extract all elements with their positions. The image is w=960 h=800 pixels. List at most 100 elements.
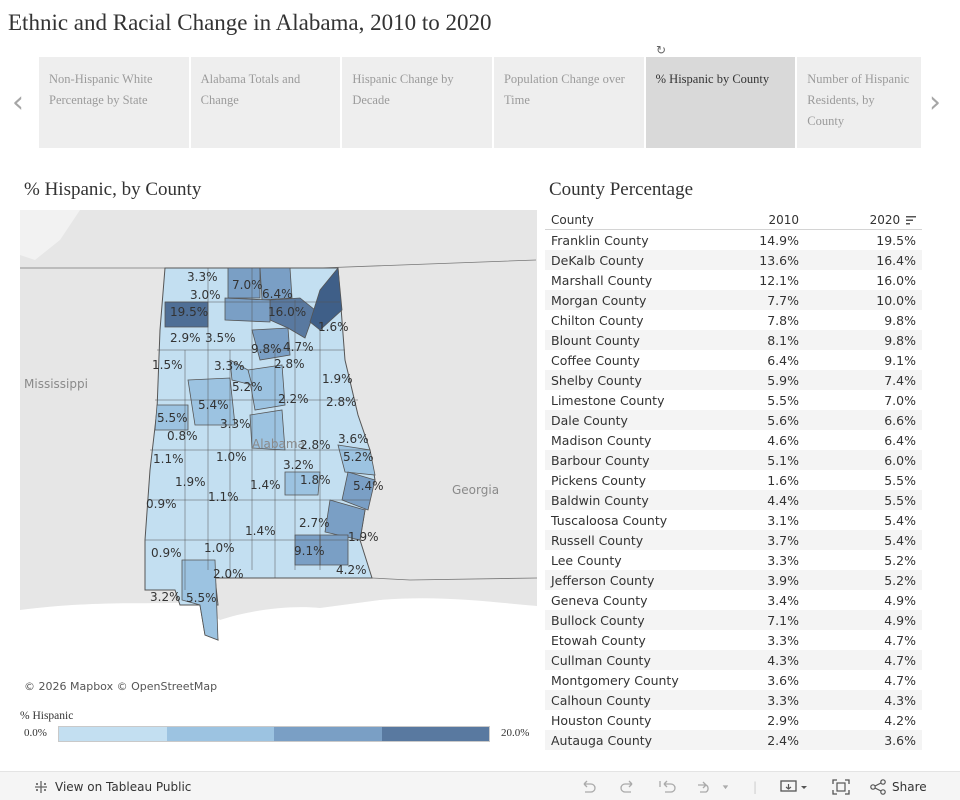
cell-2010: 13.6% (759, 252, 799, 268)
fullscreen-button[interactable] (832, 772, 850, 800)
story-point-hispanic-residents[interactable]: Number of Hispanic Residents, by County (797, 57, 921, 148)
table-row[interactable]: Coffee County 6.4% 9.1% (545, 350, 922, 370)
story-point-alabama-totals[interactable]: Alabama Totals and Change (190, 57, 341, 148)
table-row[interactable]: Morgan County 7.7% 10.0% (545, 290, 922, 310)
redo-button[interactable] (620, 772, 636, 800)
county-bullock[interactable] (284, 471, 321, 496)
county-lee[interactable] (337, 444, 376, 476)
county-value-label: 1.0% (216, 450, 247, 464)
cell-2020: 4.3% (884, 692, 916, 708)
cell-county: Coffee County (551, 352, 640, 368)
table-row[interactable]: Tuscaloosa County 3.1% 5.4% (545, 510, 922, 530)
county-dekalb[interactable] (309, 266, 343, 331)
county-value-label: 0.9% (146, 497, 177, 511)
download-icon (780, 779, 807, 792)
cell-2020: 4.7% (884, 632, 916, 648)
county-value-label: 2.9% (170, 331, 201, 345)
story-point-population-change[interactable]: Population Change over Time (493, 57, 644, 148)
cell-2010: 3.3% (767, 552, 799, 568)
county-morgan[interactable] (224, 297, 271, 323)
view-on-tableau-link[interactable]: View on Tableau Public (34, 772, 191, 800)
county-value-label: 1.4% (250, 478, 281, 492)
county-value-label: 19.5% (170, 305, 208, 319)
cell-county: Shelby County (551, 372, 642, 388)
table-row[interactable]: Chilton County 7.8% 9.8% (545, 310, 922, 330)
cell-2010: 3.7% (767, 532, 799, 548)
county-baldwin[interactable] (181, 559, 219, 641)
map-svg[interactable]: Mississippi Georgia Alabama 3.3% 7.0%6.4%… (20, 210, 537, 696)
table-row[interactable]: Houston County 2.9% 4.2% (545, 710, 922, 730)
table-row[interactable]: Pickens County 1.6% 5.5% (545, 470, 922, 490)
table-row[interactable]: Shelby County 5.9% 7.4% (545, 370, 922, 390)
cell-2020: 5.2% (884, 552, 916, 568)
county-map[interactable]: Mississippi Georgia Alabama 3.3% 7.0% 6.4%… (20, 210, 537, 696)
state-label-georgia: Georgia (452, 483, 499, 497)
county-value-label: 16.0% (268, 305, 306, 319)
table-row[interactable]: Autauga County 2.4% 3.6% (545, 730, 922, 750)
download-button[interactable] (780, 772, 810, 800)
table-row[interactable]: Jefferson County 3.9% 5.2% (545, 570, 922, 590)
tableau-toolbar: View on Tableau Public | Share (0, 771, 960, 800)
table-row[interactable]: DeKalb County 13.6% 16.4% (545, 250, 922, 270)
undo-button[interactable] (580, 772, 596, 800)
table-row[interactable]: Dale County 5.6% 6.6% (545, 410, 922, 430)
cell-county: Jefferson County (551, 572, 655, 588)
table-row[interactable]: Franklin County 14.9% 19.5% (545, 230, 922, 250)
county-tuscaloosa[interactable] (187, 377, 236, 426)
table-row[interactable]: Russell County 3.7% 5.4% (545, 530, 922, 550)
next-story-point-button[interactable]: › (929, 85, 941, 120)
story-point-white-percentage[interactable]: Non-Hispanic White Percentage by State (39, 57, 189, 148)
header-2010[interactable]: 2010 (768, 213, 799, 227)
table-row[interactable]: Barbour County 5.1% 6.0% (545, 450, 922, 470)
table-row[interactable]: Blount County 8.1% 9.8% (545, 330, 922, 350)
table-row[interactable]: Calhoun County 3.3% 4.3% (545, 690, 922, 710)
state-label-mississippi: Mississippi (24, 377, 88, 391)
story-point-hispanic-by-county[interactable]: % Hispanic by County (645, 57, 796, 148)
table-row[interactable]: Montgomery County 3.6% 4.7% (545, 670, 922, 690)
legend-segment (166, 727, 274, 741)
table-row[interactable]: Geneva County 3.4% 4.9% (545, 590, 922, 610)
refresh-button[interactable] (696, 772, 728, 800)
table-row[interactable]: Baldwin County 4.4% 5.5% (545, 490, 922, 510)
cell-2020: 16.0% (876, 272, 916, 288)
previous-story-point-button[interactable]: ‹ (12, 85, 24, 120)
header-2020[interactable]: 2020 (799, 213, 922, 227)
table-row[interactable]: Etowah County 3.3% 4.7% (545, 630, 922, 650)
county-shelby[interactable] (247, 364, 286, 411)
share-button[interactable]: Share (870, 772, 927, 800)
gulf-water (20, 598, 537, 696)
table-row[interactable]: Marshall County 12.1% 16.0% (545, 270, 922, 290)
cell-2010: 4.6% (767, 432, 799, 448)
county-value-labels: 3.3% 7.0%6.4% 3.0% 19.5% 16.0% 1.6% 2.9% 3.5% 9.… (146, 270, 384, 605)
map-attribution[interactable]: © 2026 Mapbox © OpenStreetMap (24, 680, 218, 693)
alabama-counties[interactable] (144, 266, 376, 641)
header-county[interactable]: County (551, 213, 594, 227)
table-row[interactable]: Lee County 3.3% 5.2% (545, 550, 922, 570)
county-madison[interactable] (259, 267, 293, 301)
cell-2020: 5.5% (884, 472, 916, 488)
cell-2020: 5.4% (884, 512, 916, 528)
southern-state-border (371, 577, 537, 581)
county-russell[interactable] (341, 471, 376, 511)
sort-descending-icon[interactable] (906, 216, 916, 225)
revert-button[interactable] (658, 772, 676, 800)
table-row[interactable]: Madison County 4.6% 6.4% (545, 430, 922, 450)
cell-2010: 5.6% (767, 412, 799, 428)
county-value-label: 7.0% (232, 278, 263, 292)
county-value-label: 3.0% (190, 288, 221, 302)
table-row[interactable]: Cullman County 4.3% 4.7% (545, 650, 922, 670)
county-value-label: 1.4% (245, 524, 276, 538)
county-value-label: 1.1% (153, 452, 184, 466)
cell-2020: 6.4% (884, 432, 916, 448)
cell-2010: 5.1% (767, 452, 799, 468)
table-row[interactable]: Limestone County 5.5% 7.0% (545, 390, 922, 410)
cell-county: Limestone County (551, 392, 665, 408)
cell-county: Tuscaloosa County (551, 512, 668, 528)
story-point-hispanic-change-decade[interactable]: Hispanic Change by Decade (342, 57, 492, 148)
dashboard-title: Ethnic and Racial Change in Alabama, 201… (8, 10, 492, 35)
table-row[interactable]: Bullock County 7.1% 4.9% (545, 610, 922, 630)
county-pickens[interactable] (154, 404, 189, 431)
cell-county: Baldwin County (551, 492, 649, 508)
redo-icon (620, 780, 633, 793)
cell-county: Barbour County (551, 452, 650, 468)
